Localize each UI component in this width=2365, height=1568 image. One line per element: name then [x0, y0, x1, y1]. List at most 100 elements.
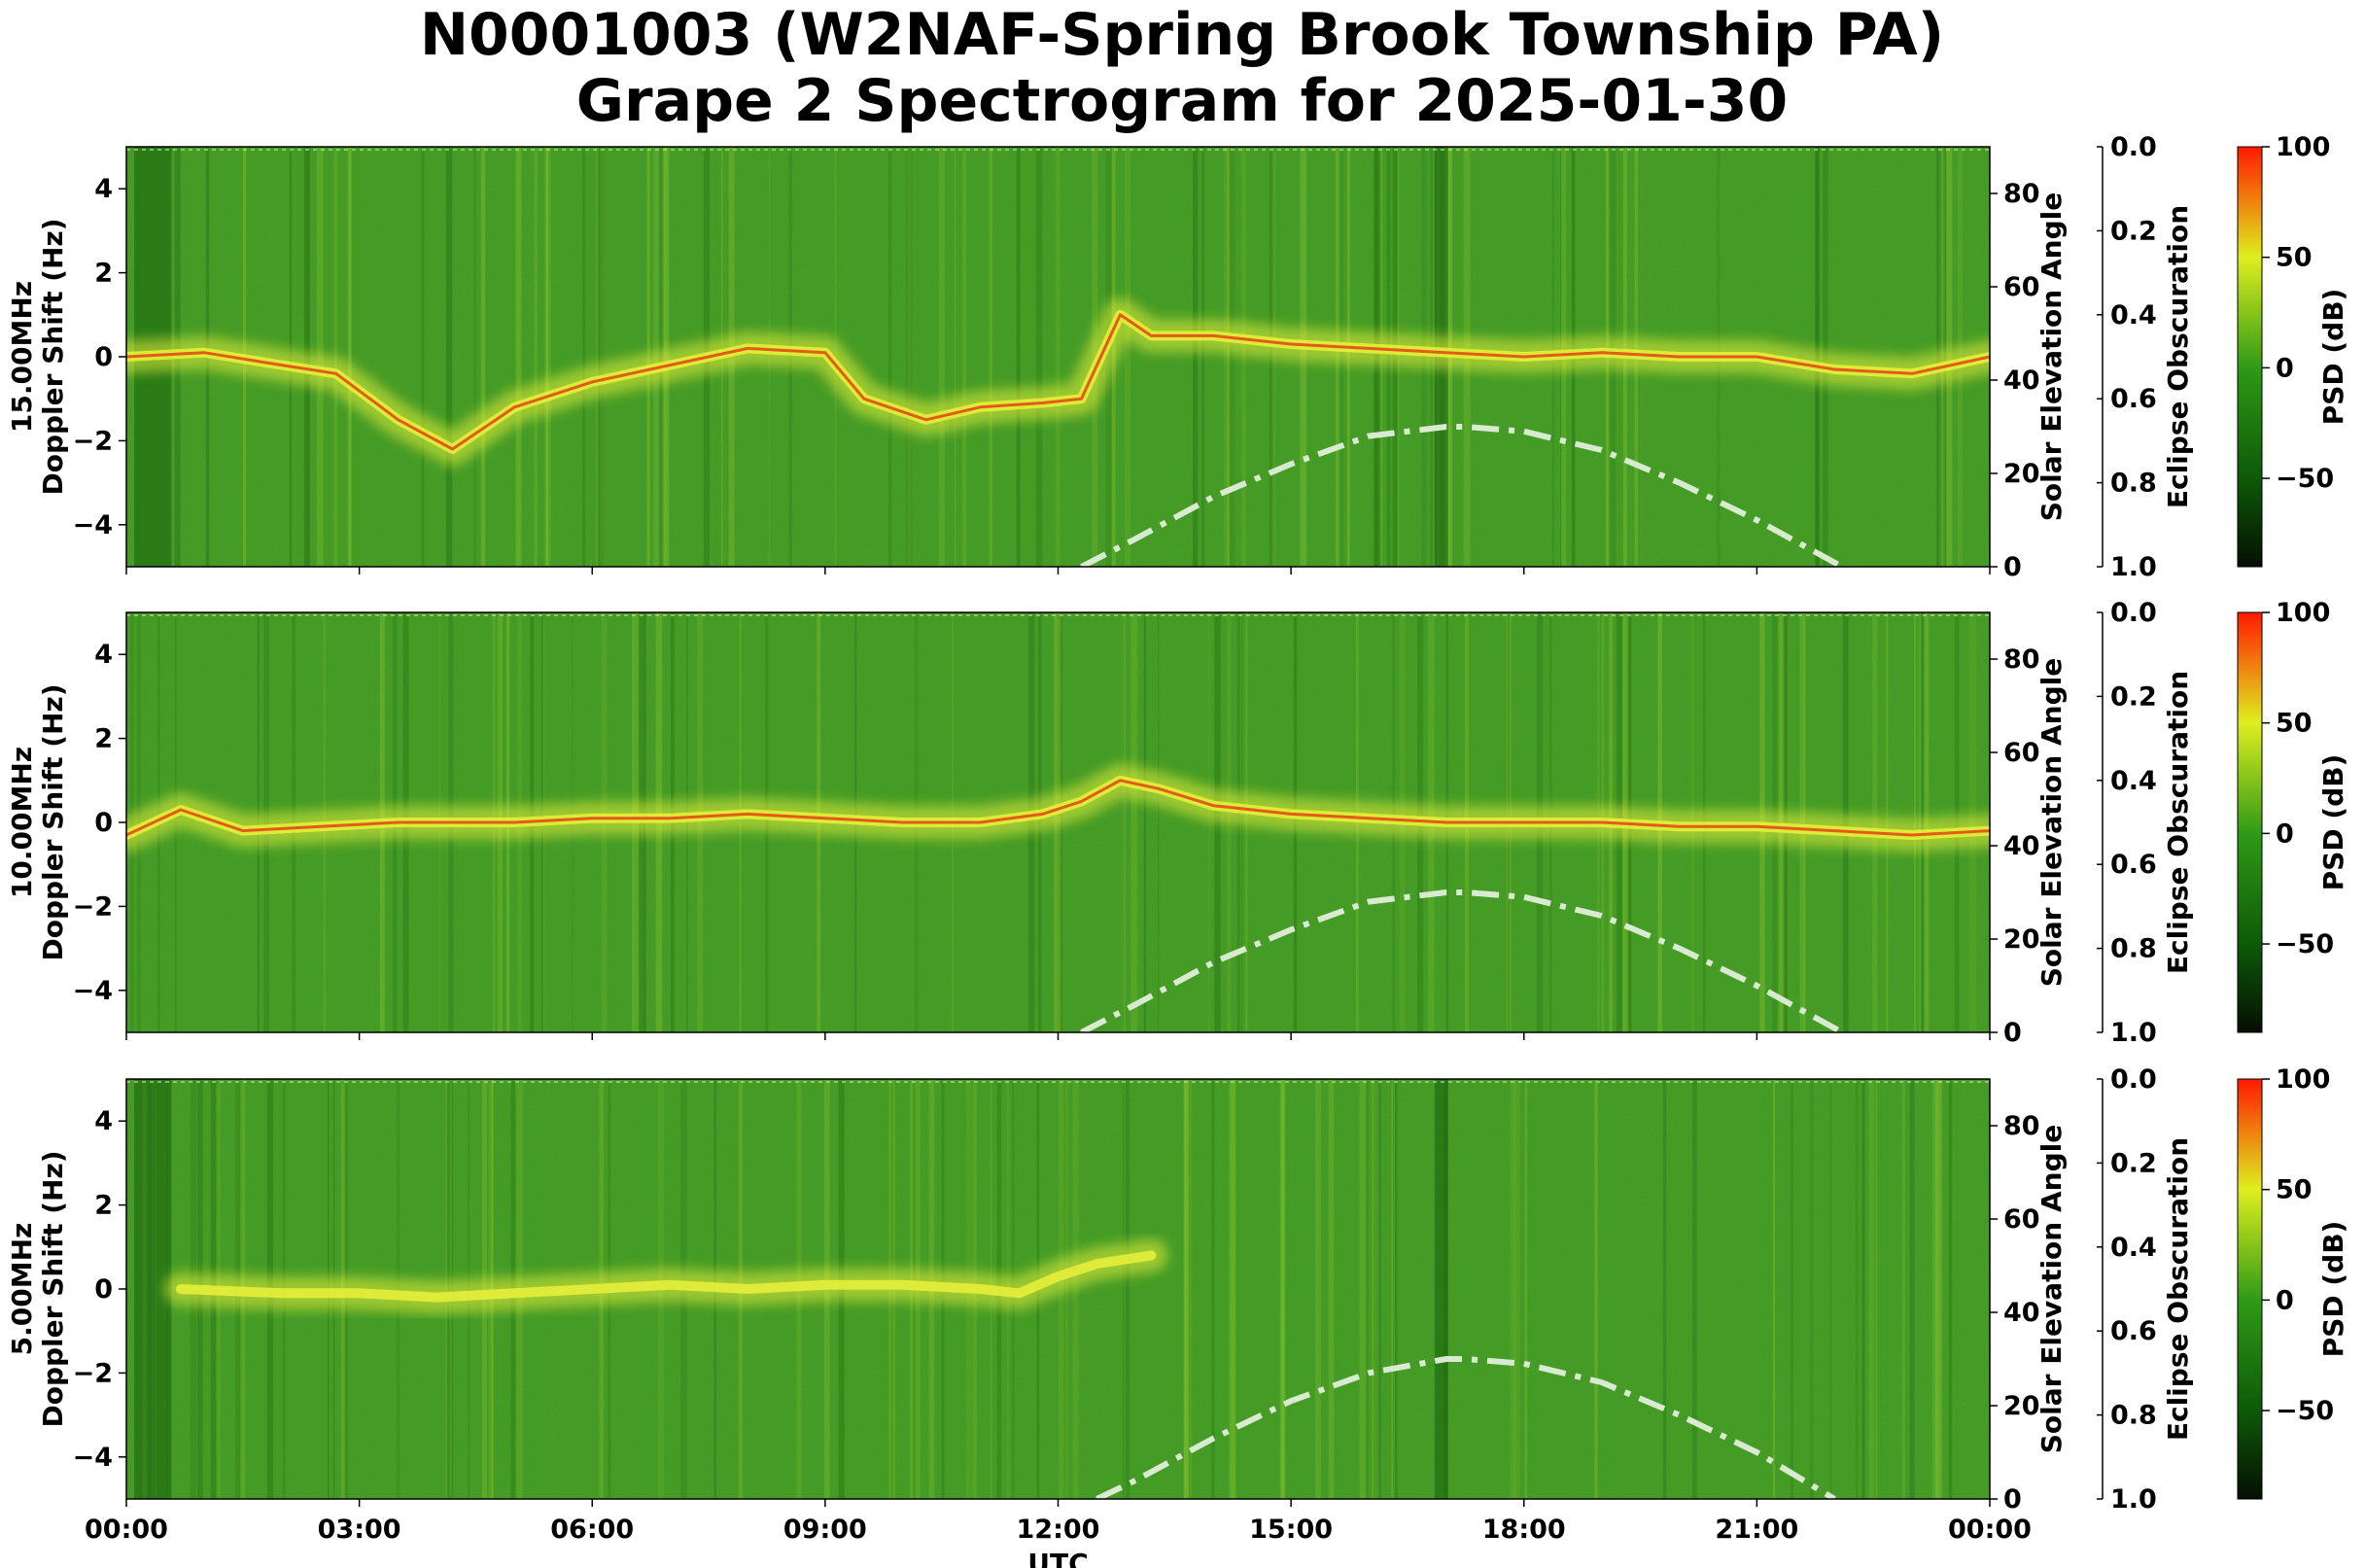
- solar-axis-label: Solar Elevation Angle: [2035, 658, 2068, 987]
- heatmap-streak: [1909, 1079, 1915, 1499]
- eclipse-tick-label: 0.6: [2110, 384, 2157, 414]
- eclipse-tick-label: 0.6: [2110, 850, 2157, 880]
- heatmap-streak: [1374, 1079, 1379, 1499]
- heatmap-streak: [1125, 147, 1131, 567]
- heatmap-streak: [1158, 612, 1160, 1032]
- x-tick-label: 15:00: [1249, 1515, 1333, 1545]
- x-tick-label: 03:00: [318, 1515, 401, 1545]
- solar-axis-label: Solar Elevation Angle: [2035, 1125, 2068, 1453]
- heatmap-streak: [1391, 1079, 1393, 1499]
- x-tick-label: 06:00: [550, 1515, 634, 1545]
- solar-tick-label: 20: [2003, 924, 2040, 955]
- colorbar: [2237, 1078, 2263, 1500]
- heatmap-streak: [1372, 1079, 1374, 1499]
- heatmap-streak: [1125, 1079, 1130, 1499]
- heatmap-streak: [1359, 1079, 1366, 1499]
- heatmap-background: [126, 612, 1990, 1032]
- heatmap-streak: [1868, 1079, 1875, 1499]
- eclipse-tick-label: 1.0: [2110, 552, 2157, 582]
- x-tick-label: 00:00: [85, 1515, 168, 1545]
- heatmap-streak: [1184, 1079, 1189, 1499]
- colorbar-tick-label: 100: [2276, 132, 2330, 162]
- heatmap-streak: [1510, 1079, 1516, 1499]
- heatmap-streak: [1241, 147, 1246, 567]
- colorbar-label: PSD (dB): [2317, 754, 2349, 891]
- y-tick-label: 2: [94, 1191, 113, 1221]
- x-tick-label: 12:00: [1017, 1515, 1100, 1545]
- eclipse-tick-label: 0.8: [2110, 1401, 2157, 1431]
- solar-tick-label: 80: [2003, 179, 2040, 209]
- heatmap-streak: [473, 147, 476, 567]
- heatmap-streak: [1281, 1079, 1286, 1499]
- y-tick-label: −4: [73, 1443, 113, 1473]
- heatmap-streak: [1948, 1079, 1953, 1499]
- heatmap-streak: [1875, 1079, 1878, 1499]
- heatmap-streak: [938, 147, 945, 567]
- title-line-2: Grape 2 Spectrogram for 2025-01-30: [576, 67, 1788, 135]
- y-tick-label: 4: [94, 1106, 113, 1136]
- eclipse-tick-label: 0.4: [2110, 1233, 2157, 1263]
- colorbar-tick-label: 0: [2276, 1285, 2294, 1315]
- heatmap-streak: [1315, 1079, 1321, 1499]
- y-tick-label: 4: [94, 174, 113, 204]
- eclipse-tick-label: 1.0: [2110, 1018, 2157, 1048]
- y-tick-label: −2: [73, 426, 113, 456]
- solar-elevation-curve: [1080, 424, 1844, 567]
- solar-tick-label: 0: [2003, 1484, 2022, 1515]
- heatmap-streak: [1901, 1079, 1906, 1499]
- heatmap-streak: [1772, 1079, 1775, 1499]
- eclipse-tick-label: 0.2: [2110, 216, 2157, 246]
- colorbar-tick-label: 100: [2276, 598, 2330, 628]
- y-tick-label: −2: [73, 1358, 113, 1388]
- heatmap-streak: [545, 147, 548, 567]
- solar-tick-label: 0: [2003, 1018, 2022, 1048]
- eclipse-tick-label: 0.0: [2110, 1064, 2157, 1095]
- heatmap-streak: [347, 147, 352, 567]
- heatmap-streak: [1791, 1079, 1793, 1499]
- heatmap-streak: [421, 147, 425, 567]
- heatmap-streak: [445, 147, 453, 567]
- colorbar-tick-label: 50: [2276, 243, 2313, 273]
- panel-500mhz: 420−2−45.00MHz Doppler Shift (Hz)00:00 03:…: [6, 1064, 2349, 1568]
- y-tick-label: −4: [73, 510, 113, 540]
- eclipse-tick-label: 0.0: [2110, 598, 2157, 628]
- heatmap-streak: [1855, 1079, 1859, 1499]
- heatmap-streak: [599, 147, 605, 567]
- colorbar-tick-label: 50: [2276, 709, 2313, 739]
- eclipse-tick-label: 1.0: [2110, 1484, 2157, 1515]
- solar-tick-label: 40: [2003, 366, 2040, 396]
- doppler-axis-label: Doppler Shift (Hz): [37, 1150, 69, 1427]
- heatmap-streak: [544, 147, 551, 567]
- eclipse-axis-label: Eclipse Obscuration: [2162, 671, 2194, 974]
- heatmap-streak: [1016, 147, 1021, 567]
- eclipse-tick-label: 0.6: [2110, 1316, 2157, 1346]
- doppler-trace-core: [126, 779, 1990, 837]
- solar-axis-label: Solar Elevation Angle: [2035, 192, 2068, 521]
- x-tick-label: 00:00: [1948, 1515, 2032, 1545]
- heatmap-streak: [1035, 147, 1043, 567]
- heatmap-streak: [1934, 1079, 1942, 1499]
- colorbar-tick-label: 0: [2276, 819, 2294, 849]
- heatmap-streak: [1224, 147, 1227, 567]
- heatmap-streak: [1230, 1079, 1236, 1499]
- colorbar-tick-label: −50: [2276, 1396, 2334, 1426]
- solar-tick-label: 80: [2003, 1111, 2040, 1141]
- heatmap-streak: [962, 147, 967, 567]
- solar-elevation-curve: [1080, 889, 1844, 1032]
- colorbar-label: PSD (dB): [2317, 1221, 2349, 1358]
- heatmap-streak: [1208, 612, 1210, 1032]
- heatmap-dark-band: [1434, 1079, 1448, 1499]
- solar-elevation-curve: [1096, 1356, 1836, 1499]
- solar-tick-label: 80: [2003, 645, 2040, 675]
- eclipse-tick-label: 0.2: [2110, 1148, 2157, 1178]
- heatmap-streak: [1374, 1079, 1381, 1499]
- heatmap-streak: [955, 147, 956, 567]
- colorbar-tick-label: 100: [2276, 1064, 2330, 1095]
- colorbar: [2237, 611, 2263, 1033]
- heatmap-streak: [1072, 1079, 1079, 1499]
- doppler-trace-core: [126, 313, 1990, 451]
- eclipse-axis-label: Eclipse Obscuration: [2162, 1137, 2194, 1441]
- solar-tick-label: 60: [2003, 272, 2040, 302]
- heatmap-streak: [480, 147, 486, 567]
- eclipse-axis-label: Eclipse Obscuration: [2162, 205, 2194, 508]
